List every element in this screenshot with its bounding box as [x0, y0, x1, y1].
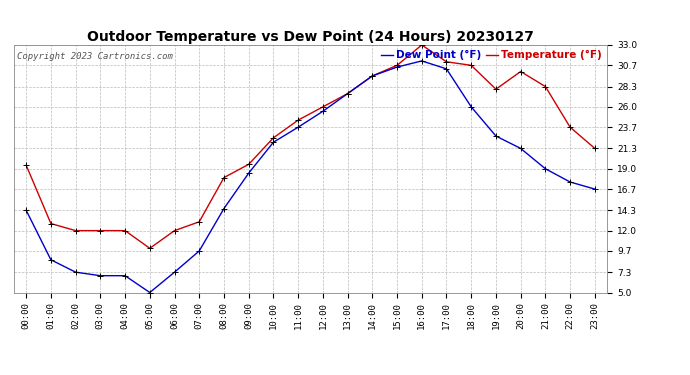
Title: Outdoor Temperature vs Dew Point (24 Hours) 20230127: Outdoor Temperature vs Dew Point (24 Hou…: [87, 30, 534, 44]
Legend: Dew Point (°F), Temperature (°F): Dew Point (°F), Temperature (°F): [377, 46, 606, 64]
Text: Copyright 2023 Cartronics.com: Copyright 2023 Cartronics.com: [17, 53, 172, 62]
